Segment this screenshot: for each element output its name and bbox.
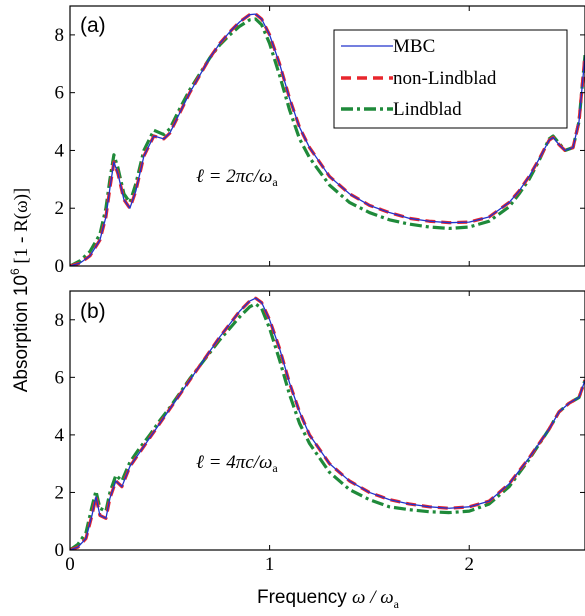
panel-b-ytick-label: 4 <box>55 425 65 446</box>
panel-a-ytick-label: 6 <box>55 83 65 104</box>
panel-b-ytick-label: 6 <box>55 367 65 388</box>
panel-b-annotation-sub: a <box>272 461 278 475</box>
panel-a: 0 2 4 6 8 (a) ℓ = 2πc/ωa MBC non-Lindblad Li… <box>55 5 585 277</box>
y-axis-label-main: Absorption 10 <box>11 275 32 392</box>
x-axis-label-sub: a <box>394 597 400 611</box>
panel-b-series-mbc <box>70 297 585 550</box>
panel-a-annotation: ℓ = 2πc/ωa <box>196 166 278 189</box>
legend-non-lindblad-label: non-Lindblad <box>393 68 497 89</box>
panel-a-label: (a) <box>80 14 106 37</box>
panel-a-ytick-label: 2 <box>55 198 65 219</box>
panel-b-frame <box>69 290 585 551</box>
panel-b-xtick-label: 2 <box>464 554 474 575</box>
panel-b-ytick-label: 8 <box>55 310 65 331</box>
x-axis-label-main: Frequency <box>257 587 352 608</box>
panel-a-frame <box>69 5 585 267</box>
panel-a-series-mbc <box>70 13 585 266</box>
panel-a-series-lindblad <box>70 17 585 266</box>
panel-a-ytick-label: 0 <box>55 256 65 277</box>
panel-b-ytick-label: 0 <box>55 540 65 561</box>
y-axis-label: Absorption 106 [1 - R(ω)] <box>8 188 32 393</box>
y-axis-label-rest: [1 - R(ω)] <box>11 188 32 269</box>
panel-b-xtick-label: 0 <box>65 554 75 575</box>
x-axis-label: Frequency ω / ωa <box>257 587 400 611</box>
panel-b-series-non-lindblad <box>70 296 585 550</box>
x-axis-label-omega: ω / ω <box>352 587 394 608</box>
legend: MBC non-Lindblad Lindblad <box>333 29 568 129</box>
panel-b: 0 2 4 6 8 0 1 2 (b) ℓ = 4πc/ωa <box>55 290 585 575</box>
legend-lindblad-label: Lindblad <box>393 99 462 120</box>
panel-a-ticks: 0 2 4 6 8 <box>55 6 585 277</box>
panel-a-annotation-text: ℓ = 2πc/ω <box>196 166 272 187</box>
panel-b-xtick-label: 1 <box>265 554 275 575</box>
legend-mbc-label: MBC <box>393 36 435 57</box>
panel-a-ytick-label: 8 <box>55 25 65 46</box>
y-axis-label-sup: 6 <box>8 268 22 275</box>
panel-a-annotation-sub: a <box>272 175 278 189</box>
panel-b-ytick-label: 2 <box>55 482 65 503</box>
panel-b-ticks: 0 2 4 6 8 0 1 2 <box>55 291 585 575</box>
panel-b-series-lindblad <box>70 302 585 550</box>
panel-b-annotation-text: ℓ = 4πc/ω <box>196 452 272 473</box>
panel-b-annotation: ℓ = 4πc/ωa <box>196 452 278 475</box>
panel-b-label: (b) <box>80 300 106 323</box>
panel-a-ytick-label: 4 <box>55 140 65 161</box>
